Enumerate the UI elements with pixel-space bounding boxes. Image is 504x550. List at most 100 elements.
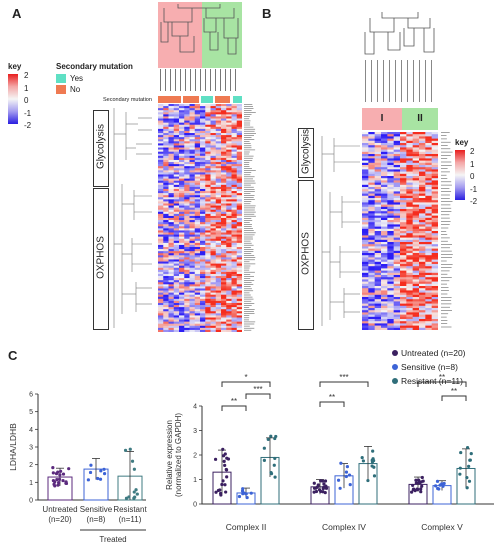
heatmap-cell: [419, 145, 426, 148]
heatmap-cell: [173, 197, 180, 200]
heatmap-cell: [231, 242, 238, 246]
heatmap-cell: [194, 149, 201, 152]
heatmap-cell: [368, 255, 375, 258]
heatmap-cell: [158, 276, 164, 279]
heatmap-cell: [200, 151, 206, 155]
heatmap-cell: [158, 104, 164, 107]
heatmap-cell: [374, 193, 382, 197]
heatmap-cell: [425, 147, 432, 150]
heatmap-cell: [406, 305, 413, 309]
heatmap-cell: [226, 186, 232, 190]
heatmap-cell: [400, 149, 407, 153]
heatmap-cell: [194, 309, 201, 312]
heatmap-cell: [431, 178, 438, 181]
heatmap-cell: [179, 325, 185, 329]
heatmap-cell: [210, 176, 217, 179]
heatmap-cell: [210, 139, 217, 142]
heatmap-cell: [179, 317, 185, 320]
gene-label: [244, 207, 255, 209]
heatmap-cell: [406, 158, 413, 161]
heatmap-cell: [194, 201, 201, 204]
heatmap-cell: [200, 145, 206, 148]
heatmap-cell: [210, 172, 217, 175]
heatmap-cell: [425, 151, 432, 155]
chart1-ytick-label: 4: [29, 427, 33, 434]
heatmap-cell: [406, 187, 413, 190]
heatmap-cell: [406, 206, 413, 210]
heatmap-cell: [236, 292, 242, 295]
heatmap-cell: [236, 170, 242, 173]
heatmap-cell: [374, 173, 382, 177]
heatmap-cell: [368, 250, 375, 254]
heatmap-cell: [362, 235, 369, 238]
heatmap-cell: [419, 250, 426, 254]
heatmap-cell: [393, 268, 401, 271]
heatmap-cell: [231, 116, 238, 119]
heatmap-cell: [210, 242, 217, 246]
heatmap-cell: [236, 317, 242, 320]
heatmap-cell: [425, 182, 432, 186]
heatmap-cell: [205, 215, 211, 219]
heatmap-cell: [184, 139, 190, 142]
heatmap-cell: [231, 141, 238, 144]
heatmap-cell: [393, 204, 401, 208]
row-group-glycolysis-a: Glycolysis: [93, 110, 109, 187]
heatmap-cell: [184, 300, 190, 304]
heatmap-cell: [184, 130, 190, 134]
heatmap-cell: [362, 327, 369, 330]
heatmap-cell: [236, 215, 242, 219]
heatmap-cell: [226, 130, 232, 134]
heatmap-cell: [205, 305, 211, 308]
heatmap-cell: [362, 310, 369, 313]
legend-yes-label: Yes: [70, 74, 84, 83]
heatmap-cell: [200, 298, 206, 302]
heatmap-cell: [221, 317, 227, 320]
heatmap-cell: [387, 319, 394, 322]
heatmap-cell: [194, 242, 201, 246]
heatmap-cell: [236, 305, 242, 308]
heatmap-cell: [221, 215, 227, 219]
legend-c-item-sensitive: Sensitive (n=8): [392, 360, 466, 374]
heatmap-cell: [173, 253, 180, 256]
heatmap-cell: [231, 255, 238, 258]
heatmap-cell: [226, 180, 232, 184]
heatmap-cell: [374, 191, 382, 194]
heatmap-cell: [406, 147, 413, 150]
heatmap-cell: [215, 195, 222, 198]
heatmap-cell: [221, 238, 227, 242]
heatmap-cell: [362, 246, 369, 249]
chart2-significance-bracket: [245, 393, 271, 399]
heatmap-cell: [173, 124, 180, 128]
heatmap-cell: [210, 168, 217, 171]
heatmap-cell: [210, 251, 217, 254]
heatmap-cell: [362, 288, 369, 291]
heatmap-cell: [205, 311, 211, 314]
heatmap-cell: [236, 307, 242, 310]
heatmap-cell: [431, 327, 438, 330]
heatmap-cell: [215, 112, 222, 115]
heatmap-cell: [200, 126, 206, 130]
heatmap-cell: [412, 156, 420, 159]
heatmap-cell: [362, 165, 369, 168]
gene-label: [244, 311, 254, 312]
heatmap-cell: [393, 191, 401, 194]
heatmap-cell: [374, 156, 382, 159]
heatmap-cell: [231, 128, 238, 132]
heatmap-cell: [425, 327, 432, 330]
heatmap-cell: [189, 176, 196, 179]
heatmap-cell: [168, 273, 175, 277]
heatmap-cell: [406, 303, 413, 307]
heatmap-cell: [362, 140, 369, 144]
heatmap-cell: [210, 193, 217, 196]
heatmap-cell: [231, 321, 238, 325]
heatmap-cell: [368, 206, 375, 210]
heatmap-cell: [381, 264, 388, 267]
heatmap-cell: [179, 259, 185, 262]
heatmap-cell: [368, 132, 375, 135]
chart2-point: [372, 465, 376, 469]
heatmap-cell: [189, 315, 196, 318]
heatmap-cell: [221, 290, 227, 293]
heatmap-cell: [168, 288, 175, 291]
heatmap-cell: [221, 244, 227, 248]
heatmap-cell: [205, 228, 211, 231]
